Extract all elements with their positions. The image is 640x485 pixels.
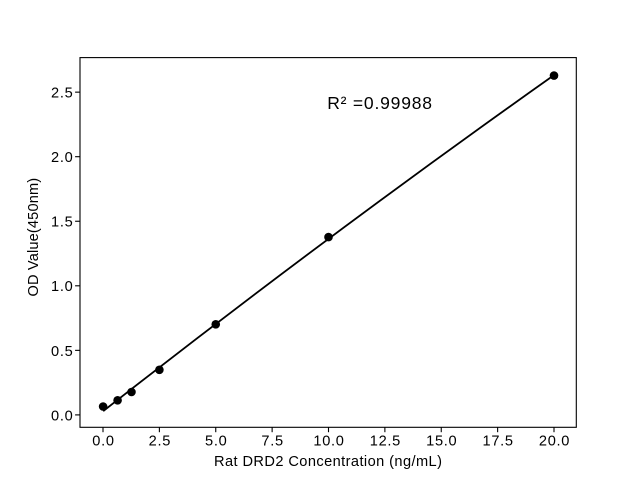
svg-text:15.0: 15.0 — [426, 434, 457, 450]
svg-text:17.5: 17.5 — [483, 434, 514, 450]
svg-text:0.0: 0.0 — [92, 434, 114, 450]
svg-text:0.0: 0.0 — [51, 408, 73, 424]
svg-text:2.0: 2.0 — [51, 150, 73, 166]
svg-text:1.5: 1.5 — [51, 215, 73, 231]
svg-text:20.0: 20.0 — [539, 434, 570, 450]
svg-text:1.0: 1.0 — [51, 279, 73, 295]
svg-text:7.5: 7.5 — [261, 434, 283, 450]
svg-text:2.5: 2.5 — [149, 434, 171, 450]
svg-text:2.5: 2.5 — [51, 86, 73, 102]
svg-text:R² =0.99988: R² =0.99988 — [327, 93, 433, 113]
svg-text:12.5: 12.5 — [370, 434, 401, 450]
svg-text:10.0: 10.0 — [313, 434, 344, 450]
svg-text:0.5: 0.5 — [51, 344, 73, 360]
svg-text:Rat DRD2 Concentration (ng/mL): Rat DRD2 Concentration (ng/mL) — [214, 454, 442, 470]
svg-text:5.0: 5.0 — [205, 434, 227, 450]
svg-text:OD Value(450nm): OD Value(450nm) — [26, 178, 42, 297]
